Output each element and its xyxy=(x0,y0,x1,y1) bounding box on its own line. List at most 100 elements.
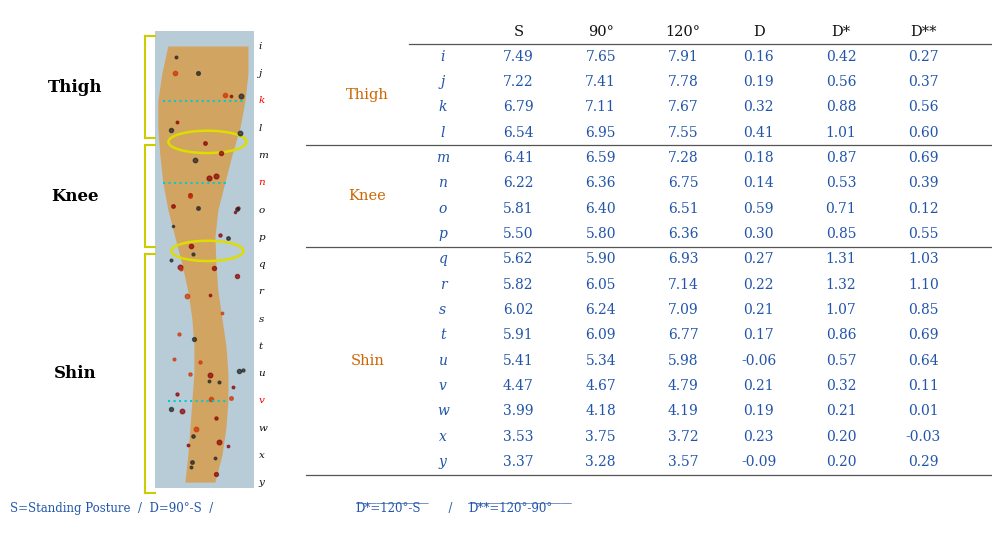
Text: 0.27: 0.27 xyxy=(908,50,939,64)
Text: 0.23: 0.23 xyxy=(743,430,774,444)
Text: 7.55: 7.55 xyxy=(667,126,698,140)
Text: 0.69: 0.69 xyxy=(908,151,939,165)
Text: l: l xyxy=(259,124,262,133)
Text: 6.54: 6.54 xyxy=(503,126,534,140)
Text: 5.50: 5.50 xyxy=(503,227,534,241)
Text: 3.99: 3.99 xyxy=(503,404,534,418)
Text: 0.17: 0.17 xyxy=(743,328,774,342)
Text: D**: D** xyxy=(910,25,937,40)
Text: 6.41: 6.41 xyxy=(503,151,534,165)
Text: y: y xyxy=(439,455,447,469)
Text: o: o xyxy=(439,202,447,216)
Text: Thigh: Thigh xyxy=(48,79,102,96)
Text: 0.19: 0.19 xyxy=(743,75,774,89)
Bar xyxy=(155,31,254,488)
Text: y: y xyxy=(259,478,265,487)
Text: 5.81: 5.81 xyxy=(503,202,534,216)
Text: 5.41: 5.41 xyxy=(503,354,534,368)
Text: s: s xyxy=(439,303,447,317)
Text: 1.31: 1.31 xyxy=(826,252,857,266)
Text: S=Standing Posture  /  D=90°-S  /: S=Standing Posture / D=90°-S / xyxy=(10,502,220,515)
Text: 0.27: 0.27 xyxy=(743,252,774,266)
Text: 6.24: 6.24 xyxy=(585,303,616,317)
Text: j: j xyxy=(259,69,262,78)
Text: 3.72: 3.72 xyxy=(667,430,698,444)
Text: Knee: Knee xyxy=(51,188,99,205)
Text: 0.12: 0.12 xyxy=(908,202,939,216)
Text: x: x xyxy=(439,430,447,444)
Text: 0.22: 0.22 xyxy=(743,278,774,292)
Text: Shin: Shin xyxy=(54,365,96,382)
Text: 6.77: 6.77 xyxy=(667,328,698,342)
Text: 0.88: 0.88 xyxy=(826,100,857,114)
Text: k: k xyxy=(439,100,447,114)
Text: 0.18: 0.18 xyxy=(743,151,774,165)
Text: w: w xyxy=(259,424,268,433)
Text: 0.85: 0.85 xyxy=(908,303,939,317)
Text: 1.03: 1.03 xyxy=(908,252,939,266)
Text: m: m xyxy=(436,151,450,165)
Text: Shin: Shin xyxy=(351,354,385,368)
Text: 0.56: 0.56 xyxy=(826,75,857,89)
Text: 6.36: 6.36 xyxy=(585,176,616,190)
Text: 4.67: 4.67 xyxy=(585,379,616,393)
Text: 120°: 120° xyxy=(665,25,700,40)
Text: D*: D* xyxy=(832,25,851,40)
Text: /: / xyxy=(441,502,460,515)
Text: 0.60: 0.60 xyxy=(908,126,939,140)
Text: 3.57: 3.57 xyxy=(667,455,698,469)
Text: ―――――――: ――――――― xyxy=(356,499,428,508)
Text: 0.39: 0.39 xyxy=(908,176,939,190)
Text: 0.14: 0.14 xyxy=(743,176,774,190)
Text: -0.09: -0.09 xyxy=(741,455,777,469)
Text: 5.98: 5.98 xyxy=(668,354,698,368)
Text: 7.22: 7.22 xyxy=(503,75,534,89)
Polygon shape xyxy=(158,47,248,483)
Text: 0.86: 0.86 xyxy=(826,328,857,342)
Text: 6.22: 6.22 xyxy=(503,176,534,190)
Text: w: w xyxy=(437,404,449,418)
Text: o: o xyxy=(259,205,265,215)
Text: r: r xyxy=(259,287,264,296)
Text: 0.21: 0.21 xyxy=(743,379,774,393)
Text: 6.93: 6.93 xyxy=(668,252,698,266)
Text: Knee: Knee xyxy=(349,189,386,203)
Text: 6.75: 6.75 xyxy=(667,176,698,190)
Text: 0.87: 0.87 xyxy=(826,151,857,165)
Text: D**=120°-90°: D**=120°-90° xyxy=(468,502,552,515)
Text: 5.91: 5.91 xyxy=(503,328,534,342)
Text: 0.71: 0.71 xyxy=(826,202,857,216)
Text: 0.55: 0.55 xyxy=(908,227,939,241)
Text: 0.85: 0.85 xyxy=(826,227,857,241)
Text: 7.41: 7.41 xyxy=(585,75,616,89)
Text: 0.37: 0.37 xyxy=(908,75,939,89)
Text: 7.14: 7.14 xyxy=(667,278,698,292)
Text: v: v xyxy=(439,379,447,393)
Text: 90°: 90° xyxy=(588,25,613,40)
Text: 6.09: 6.09 xyxy=(585,328,616,342)
Text: 6.02: 6.02 xyxy=(503,303,534,317)
Text: l: l xyxy=(441,126,445,140)
Text: 7.65: 7.65 xyxy=(585,50,616,64)
Text: 3.53: 3.53 xyxy=(503,430,534,444)
Text: 3.37: 3.37 xyxy=(503,455,534,469)
Text: S: S xyxy=(513,25,523,40)
Text: 6.40: 6.40 xyxy=(585,202,616,216)
Text: 4.18: 4.18 xyxy=(585,404,616,418)
Text: 0.56: 0.56 xyxy=(908,100,939,114)
Text: 1.32: 1.32 xyxy=(826,278,857,292)
Text: 0.11: 0.11 xyxy=(908,379,939,393)
Text: 0.57: 0.57 xyxy=(826,354,857,368)
Text: 0.53: 0.53 xyxy=(826,176,857,190)
Text: -0.06: -0.06 xyxy=(741,354,777,368)
Text: x: x xyxy=(259,451,265,460)
Text: 0.01: 0.01 xyxy=(908,404,939,418)
Text: -0.03: -0.03 xyxy=(906,430,941,444)
Text: 6.59: 6.59 xyxy=(585,151,616,165)
Text: u: u xyxy=(259,369,266,378)
Text: i: i xyxy=(441,50,445,64)
Text: 1.10: 1.10 xyxy=(908,278,939,292)
Text: 3.75: 3.75 xyxy=(585,430,616,444)
Text: 5.82: 5.82 xyxy=(503,278,534,292)
Text: s: s xyxy=(259,315,264,324)
